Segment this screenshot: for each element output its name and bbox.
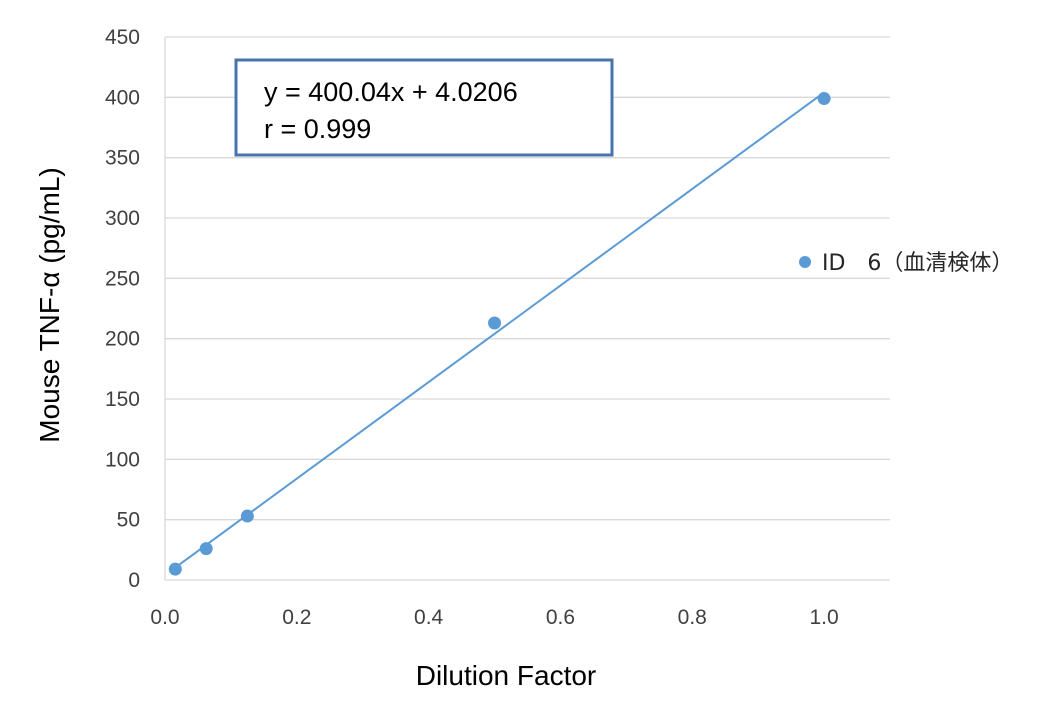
x-axis-ticks: 0.0 0.2 0.4 0.6 0.8 1.0 — [150, 606, 838, 629]
y-tick-label: 50 — [117, 509, 140, 532]
equation-box: y = 400.04x + 4.0206 r = 0.999 — [234, 58, 614, 157]
data-point — [240, 509, 254, 523]
y-tick-label: 350 — [105, 147, 140, 170]
y-tick-label: 400 — [105, 86, 140, 109]
y-tick-label: 100 — [105, 448, 140, 471]
y-tick-label: 300 — [105, 207, 140, 230]
data-point — [199, 542, 213, 556]
x-tick-label: 0.6 — [546, 606, 575, 629]
equation-line: y = 400.04x + 4.0206 — [264, 77, 518, 107]
x-tick-label: 0.0 — [150, 606, 179, 629]
x-axis-title: Dilution Factor — [416, 660, 597, 691]
legend-marker — [799, 256, 811, 268]
correlation-line: r = 0.999 — [264, 114, 371, 144]
x-tick-label: 1.0 — [809, 606, 838, 629]
legend-label: ID 6（血清検体） — [822, 251, 1013, 276]
y-axis-title: Mouse TNF-α (pg/mL) — [34, 167, 65, 443]
data-point — [488, 316, 502, 330]
legend: ID 6（血清検体） — [799, 251, 1013, 276]
x-tick-label: 0.2 — [282, 606, 311, 629]
y-axis-ticks: 0 50 100 150 200 250 300 350 400 450 — [105, 26, 140, 592]
y-tick-label: 200 — [105, 328, 140, 351]
data-point — [817, 92, 831, 106]
x-tick-label: 0.8 — [678, 606, 707, 629]
equation-box-border — [234, 58, 614, 157]
y-tick-label: 450 — [105, 26, 140, 49]
y-tick-label: 250 — [105, 267, 140, 290]
y-tick-label: 0 — [128, 569, 140, 592]
x-tick-label: 0.4 — [414, 606, 444, 629]
plot-area — [168, 91, 831, 576]
y-tick-label: 150 — [105, 388, 140, 411]
trendline — [174, 91, 825, 569]
data-point — [168, 562, 182, 576]
